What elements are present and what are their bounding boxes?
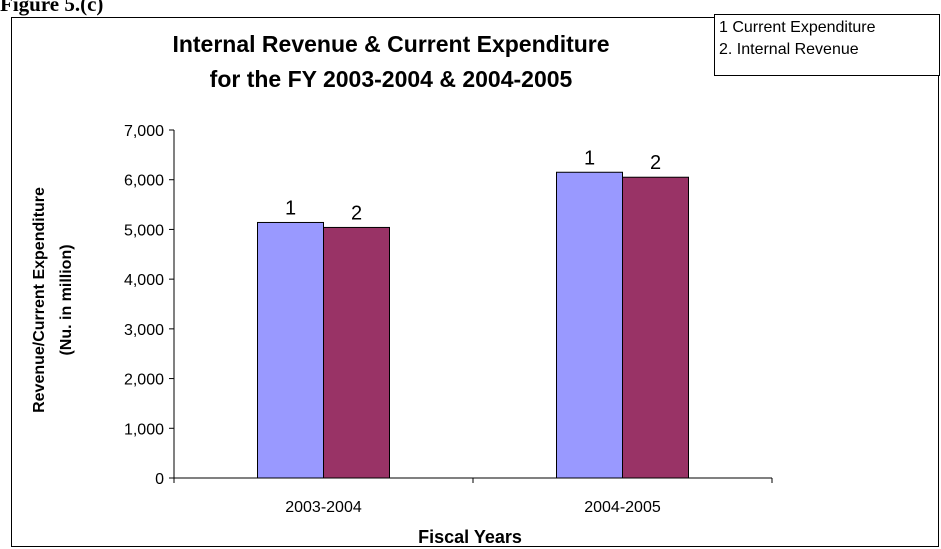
y-axis-label-line-1: Revenue/Current Expenditure bbox=[31, 187, 48, 413]
chart-title-line-1: Internal Revenue & Current Expenditure bbox=[172, 31, 609, 57]
legend: 1 Current Expenditure 2. Internal Revenu… bbox=[714, 14, 940, 76]
bar bbox=[622, 176, 689, 479]
legend-item-current-expenditure: 1 Current Expenditure bbox=[719, 19, 876, 36]
y-tick-label: 6,000 bbox=[124, 173, 164, 190]
bar-data-label: 1 bbox=[584, 147, 595, 169]
x-ticks: 2003-2004 2004-2005 bbox=[173, 478, 773, 516]
y-tick-label: 3,000 bbox=[124, 322, 164, 339]
bars: 1 2 1 2 bbox=[257, 147, 689, 479]
x-tick-label: 2003-2004 bbox=[285, 499, 362, 516]
bar bbox=[257, 221, 324, 479]
x-axis-label: Fiscal Years bbox=[418, 527, 522, 547]
legend-item-internal-revenue: 2. Internal Revenue bbox=[719, 41, 859, 58]
figure-label: Figure 5.(c) bbox=[0, 0, 104, 16]
bar-data-label: 1 bbox=[285, 197, 296, 219]
bar-data-label: 2 bbox=[650, 152, 661, 174]
chart-title-line-2: for the FY 2003-2004 & 2004-2005 bbox=[210, 66, 573, 92]
y-axis-label-line-2: (Nu. in million) bbox=[58, 244, 75, 355]
y-tick-label: 1,000 bbox=[124, 421, 164, 438]
x-tick-label: 2004-2005 bbox=[584, 499, 661, 516]
bar-data-label: 2 bbox=[351, 202, 362, 224]
y-tick-label: 4,000 bbox=[124, 272, 164, 289]
chart-frame bbox=[11, 17, 939, 547]
y-tick-label: 5,000 bbox=[124, 222, 164, 239]
y-tick-label: 2,000 bbox=[124, 372, 164, 389]
y-ticks: 0 1,000 2,000 3,000 4,000 5,000 6,000 7,000 bbox=[124, 123, 174, 488]
y-tick-label: 0 bbox=[155, 471, 164, 488]
y-tick-label: 7,000 bbox=[124, 123, 164, 140]
bar bbox=[556, 171, 623, 479]
bar bbox=[323, 226, 390, 479]
